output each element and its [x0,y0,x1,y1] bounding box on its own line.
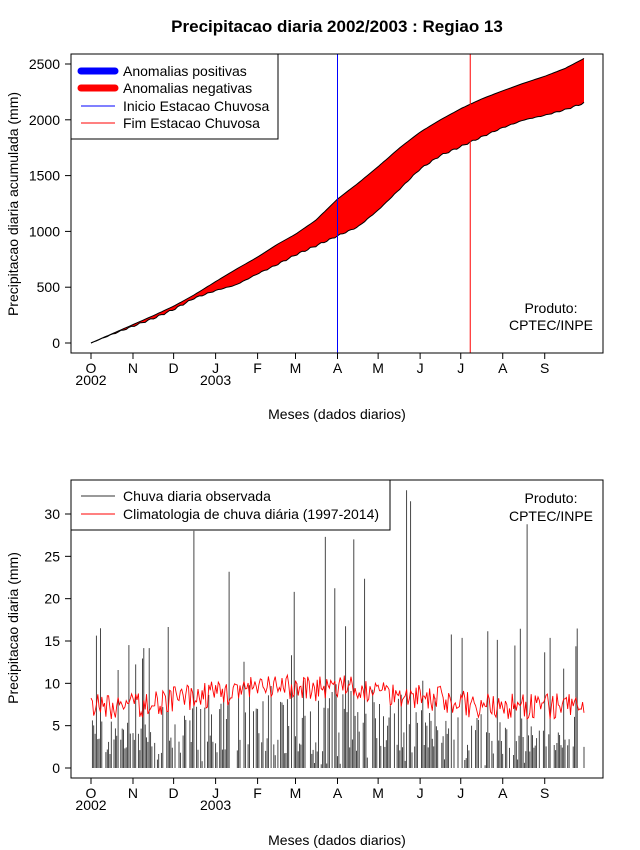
product-label-2: Produto: [525,490,578,506]
cumulative-y-axis: 0 500 1000 1500 2000 2500 [29,56,71,351]
daily-xtick-label: F [253,785,262,801]
daily-ytick-label: 5 [52,718,60,734]
product-label: Produto: [525,300,578,316]
daily-xtick-label: M [372,785,384,801]
cumulative-ytick-label: 500 [37,279,61,295]
legend-negative: Anomalias negativas [123,80,252,96]
cumulative-xtick-label: M [290,360,302,376]
cumulative-ytick-label: 2500 [29,56,60,72]
daily-ytick-label: 15 [44,633,60,649]
figure-title: Precipitacao diaria 2002/2003 : Regiao 1… [171,17,503,36]
product-source: CPTEC/INPE [509,317,593,333]
cumulative-ytick-label: 0 [52,335,60,351]
daily-xtick-label: O [86,785,97,801]
daily-xtick-label: J [457,785,464,801]
cumulative-ytick-label: 2000 [29,112,60,128]
daily-xtick-label: D [169,785,179,801]
cumulative-year-label: 2003 [200,372,231,388]
daily-xtick-label: M [290,785,302,801]
cumulative-legend: Anomalias positivas Anomalias negativas … [70,53,279,140]
daily-xtick-label: J [417,785,424,801]
daily-xtick-label: J [212,785,219,801]
daily-year-label: 2003 [200,797,231,813]
daily-legend: Chuva diaria observada Climatologia de c… [70,479,391,531]
daily-y-label: Precipitacao diaria (mm) [5,552,21,704]
daily-x-label: Meses (dados diarios) [268,832,406,848]
daily-xtick-label: A [333,785,343,801]
cumulative-xtick-label: N [128,360,138,376]
daily-xtick-label: N [128,785,138,801]
legend-climatology: Climatologia de chuva diária (1997-2014) [123,506,379,522]
daily-xtick-label: A [498,785,508,801]
legend-observed: Chuva diaria observada [123,488,271,504]
daily-ytick-label: 10 [44,675,60,691]
cumulative-xtick-label: J [417,360,424,376]
cumulative-xtick-label: S [540,360,549,376]
cumulative-x-axis: O N D J F M A M J J A S 2002 2003 [75,353,549,388]
cumulative-xtick-label: O [86,360,97,376]
legend-start: Inicio Estacao Chuvosa [123,98,270,114]
cumulative-xtick-label: F [253,360,262,376]
cumulative-xtick-label: A [333,360,343,376]
daily-xtick-label: S [540,785,549,801]
daily-ytick-label: 20 [44,591,60,607]
legend-box-2 [70,479,391,531]
daily-ytick-label: 30 [44,506,60,522]
cumulative-year-label: 2002 [75,372,106,388]
daily-year-label: 2002 [75,797,106,813]
legend-positive: Anomalias positivas [123,63,247,79]
product-source-2: CPTEC/INPE [509,508,593,524]
daily-y-axis: 0 5 10 15 20 25 30 [44,506,71,776]
cumulative-xtick-label: A [498,360,508,376]
observed-rain-bars [91,490,585,768]
cumulative-ytick-label: 1000 [29,223,60,239]
cumulative-xtick-label: J [212,360,219,376]
daily-ytick-label: 25 [44,548,60,564]
cumulative-y-label: Precipitacao diaria acumulada (mm) [5,92,21,316]
daily-ytick-label: 0 [52,760,60,776]
cumulative-ytick-label: 1500 [29,168,60,184]
cumulative-x-label: Meses (dados diarios) [268,406,406,422]
cumulative-xtick-label: D [169,360,179,376]
legend-end: Fim Estacao Chuvosa [123,115,260,131]
daily-panel: 0 5 10 15 20 25 30 O N D J F M A M J J A S 2002 2003 Precip… [5,479,604,848]
daily-x-axis: O N D J F M A M J J A S 2002 2003 [75,778,549,813]
cumulative-panel: 0 500 1000 1500 2000 2500 O N D J F M A M J J A S 2002 200… [5,53,604,422]
climatology-line [90,673,585,720]
cumulative-xtick-label: J [457,360,464,376]
cumulative-xtick-label: M [372,360,384,376]
